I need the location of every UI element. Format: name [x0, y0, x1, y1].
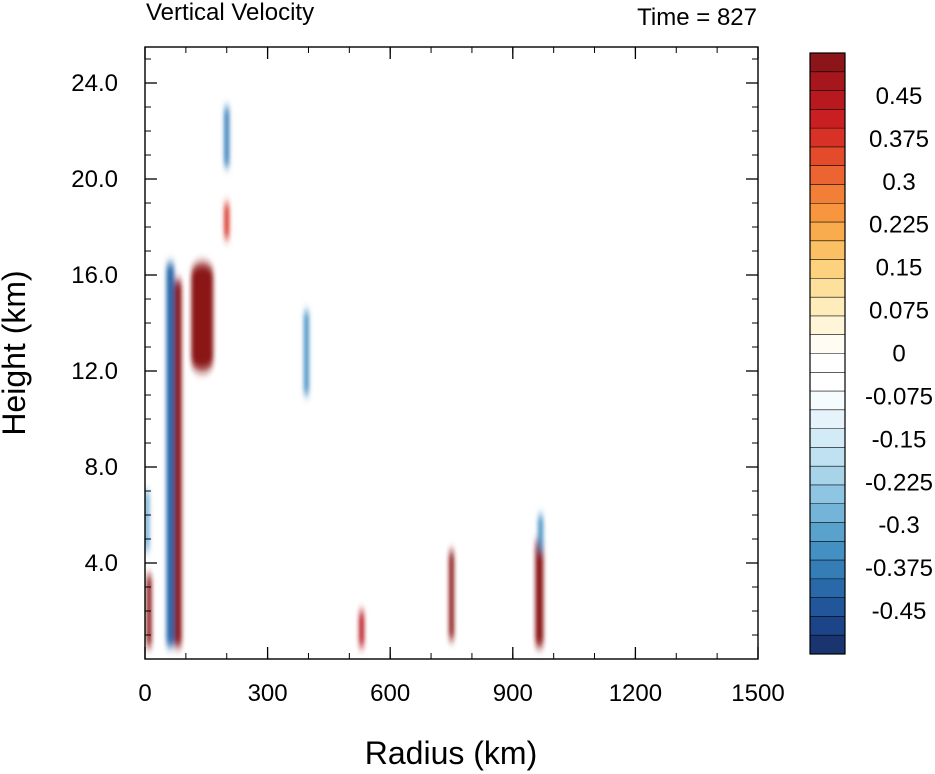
colorbar-box [810, 560, 845, 580]
colorbar-label: -0.075 [865, 383, 933, 410]
downdraft-5 [145, 491, 150, 551]
y-axis-label: Height (km) [0, 270, 32, 435]
colorbar-box [810, 447, 845, 467]
colorbar-box [810, 597, 845, 617]
x-tick-label: 1500 [731, 680, 784, 707]
colorbar-label: -0.375 [865, 555, 933, 582]
downdraft-6 [224, 107, 230, 167]
feature-layer [145, 107, 544, 647]
updraft-9 [449, 551, 454, 640]
colorbar-box [810, 203, 845, 223]
colorbar-label: -0.15 [872, 426, 927, 453]
colorbar-box [810, 146, 845, 166]
colorbar-label: -0.45 [872, 598, 927, 625]
updraft-10 [535, 539, 544, 647]
colorbar-labels: 0.45 0.375 0.3 0.225 0.15 0.075 0 -0.075 -0.15 -0… [865, 83, 933, 625]
colorbar-box [810, 391, 845, 411]
y-tick-label: 12.0 [71, 358, 118, 385]
x-tick-label: 1200 [609, 680, 662, 707]
downdraft-4 [166, 263, 175, 647]
colorbar-box [810, 484, 845, 505]
colorbar-box [810, 109, 845, 129]
colorbar-box [810, 71, 845, 91]
y-tick-label: 4.0 [85, 550, 118, 577]
colorbar-label: 0 [892, 341, 905, 368]
x-tick-label: 900 [493, 680, 533, 707]
colorbar-box [810, 297, 845, 317]
colorbar-box [810, 128, 845, 148]
colorbar-box [810, 578, 845, 598]
colorbar-box [810, 315, 845, 336]
colorbar-label: 0.15 [876, 255, 923, 282]
colorbar-box [810, 616, 845, 636]
colorbar-label: 0.375 [869, 126, 929, 153]
colorbar-box [810, 353, 845, 373]
y-tick-label: 20.0 [71, 166, 118, 193]
colorbar-box [810, 259, 845, 279]
colorbar-box [810, 90, 845, 110]
velocity-field [145, 107, 544, 647]
colorbar-box [810, 428, 845, 448]
colorbar-label: 0.225 [869, 212, 929, 239]
updraft-8 [359, 611, 365, 647]
updraft-0 [173, 279, 182, 647]
colorbar-box [810, 522, 845, 542]
colorbar-box [810, 409, 845, 429]
colorbar-label: 0.3 [882, 169, 915, 196]
colorbar [809, 52, 846, 655]
x-axis-label: Radius (km) [365, 735, 537, 771]
x-tick-labels: 0 300 600 900 1200 1500 [138, 680, 784, 707]
colorbar-box [810, 240, 845, 260]
colorbar-box [810, 334, 845, 354]
colorbar-box [810, 372, 845, 392]
colorbar-box [810, 541, 845, 561]
plot-frame [144, 46, 759, 660]
updraft-3 [224, 203, 230, 239]
downdraft-7 [303, 311, 309, 395]
colorbar-box [810, 222, 845, 242]
colorbar-box [810, 165, 845, 185]
colorbar-label: 0.45 [876, 83, 923, 110]
colorbar-label: -0.225 [865, 469, 933, 496]
y-tick-label: 24.0 [71, 70, 118, 97]
axis-ticks [144, 47, 759, 659]
x-tick-label: 300 [248, 680, 288, 707]
colorbar-box [810, 53, 845, 73]
colorbar-box [810, 184, 845, 204]
x-tick-label: 0 [138, 680, 151, 707]
colorbar-frame [809, 52, 846, 655]
colorbar-box [810, 503, 845, 523]
chart-title: Vertical Velocity [146, 0, 314, 26]
y-tick-label: 8.0 [85, 454, 118, 481]
colorbar-label: -0.3 [878, 512, 919, 539]
colorbar-box [810, 635, 845, 655]
downdraft-11 [538, 515, 544, 551]
y-tick-label: 16.0 [71, 262, 118, 289]
x-tick-label: 600 [370, 680, 410, 707]
colorbar-box [810, 466, 845, 486]
colorbar-label: 0.075 [869, 298, 929, 325]
colorbar-box [810, 278, 845, 298]
chart-subtitle: Time = 827 [637, 4, 757, 31]
y-tick-labels: 4.0 8.0 12.0 16.0 20.0 24.0 [71, 70, 118, 577]
updraft-1 [191, 263, 214, 371]
